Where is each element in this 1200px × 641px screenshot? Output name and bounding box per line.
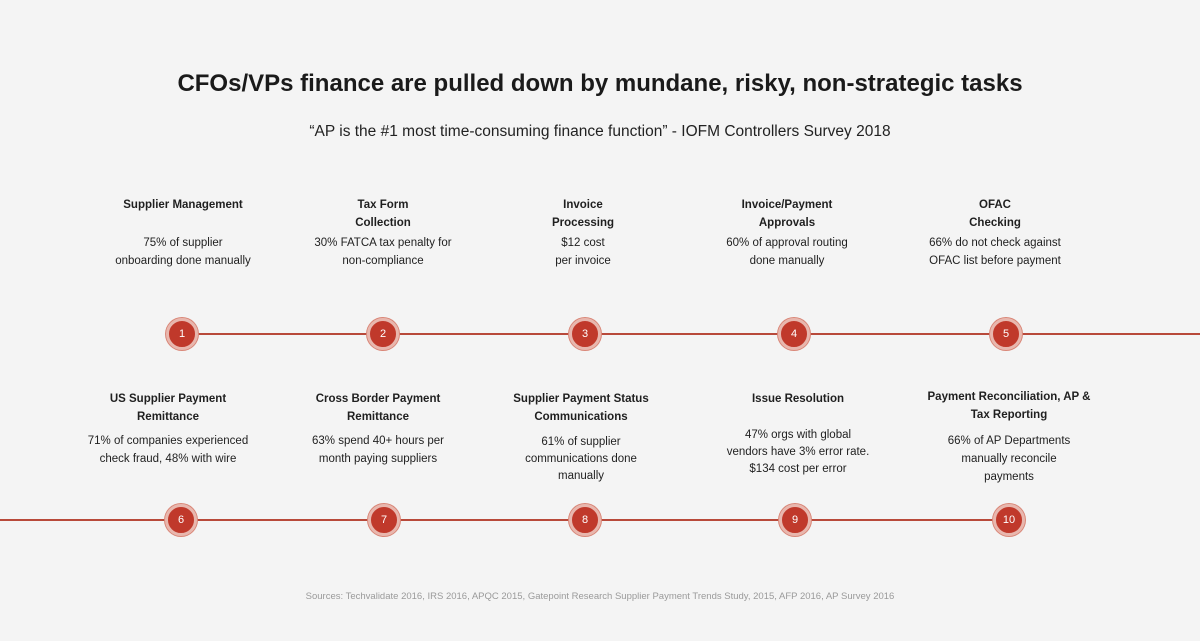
sources-footnote: Sources: Techvalidate 2016, IRS 2016, AP… — [305, 591, 895, 602]
task-heading: Tax Form Collection — [355, 199, 411, 229]
task-item-us-supplier-payment-remittance: US Supplier Payment Remittance 71% of co… — [68, 390, 268, 468]
task-heading: Payment Reconciliation, AP & Tax Reporti… — [927, 391, 1091, 421]
task-statistic: 30% FATCA tax penalty for non-compliance — [314, 237, 452, 267]
step-marker-1: 1 — [166, 318, 198, 350]
step-marker-5: 5 — [990, 318, 1022, 350]
task-heading: Supplier Management — [123, 199, 243, 211]
step-marker-8: 8 — [569, 504, 601, 536]
step-marker-7: 7 — [368, 504, 400, 536]
task-item-supplier-management: Supplier Management 75% of supplier onbo… — [88, 196, 278, 270]
task-heading: Issue Resolution — [751, 393, 845, 405]
task-item-cross-border-payment-remittance: Cross Border Payment Remittance 63% spen… — [283, 390, 473, 468]
timeline-line-bottom — [0, 519, 1010, 521]
task-statistic: 71% of companies experienced check fraud… — [87, 435, 249, 465]
step-marker-3: 3 — [569, 318, 601, 350]
step-marker-6: 6 — [165, 504, 197, 536]
survey-quote: “AP is the #1 most time-consuming financ… — [309, 123, 891, 140]
task-heading: Supplier Payment Status Communications — [513, 393, 649, 423]
task-statistic: 75% of supplier onboarding done manually — [115, 237, 251, 267]
step-marker-4: 4 — [778, 318, 810, 350]
task-heading: Invoice Processing — [552, 199, 614, 229]
task-item-tax-form-collection: Tax Form Collection 30% FATCA tax penalt… — [288, 196, 478, 270]
task-statistic: 66% of AP Departments manually reconcile… — [947, 435, 1071, 483]
timeline-line-top — [168, 333, 1200, 335]
task-item-supplier-payment-status: Supplier Payment Status Communications 6… — [486, 390, 676, 485]
task-statistic: 47% orgs with global vendors have 3% err… — [726, 429, 870, 475]
task-item-ofac-checking: OFAC Checking 66% do not check against O… — [900, 196, 1090, 270]
task-statistic: $12 cost per invoice — [555, 237, 611, 267]
task-item-issue-resolution: Issue Resolution 47% orgs with global ve… — [703, 390, 893, 478]
task-heading: Cross Border Payment Remittance — [315, 393, 441, 423]
task-statistic: 60% of approval routing done manually — [726, 237, 848, 267]
task-statistic: 63% spend 40+ hours per month paying sup… — [311, 435, 445, 465]
step-marker-10: 10 — [993, 504, 1025, 536]
task-statistic: 66% do not check against OFAC list befor… — [929, 237, 1061, 267]
task-heading: OFAC Checking — [969, 199, 1021, 229]
page-title: CFOs/VPs finance are pulled down by mund… — [177, 70, 1023, 97]
task-statistic: 61% of supplier communications done manu… — [525, 436, 637, 482]
task-heading: US Supplier Payment Remittance — [109, 393, 227, 423]
task-item-invoice-payment-approvals: Invoice/Payment Approvals 60% of approva… — [692, 196, 882, 270]
task-item-payment-reconciliation: Payment Reconciliation, AP & Tax Reporti… — [909, 388, 1109, 486]
task-heading: Invoice/Payment Approvals — [741, 199, 833, 229]
step-marker-2: 2 — [367, 318, 399, 350]
task-item-invoice-processing: Invoice Processing $12 cost per invoice — [488, 196, 678, 270]
step-marker-9: 9 — [779, 504, 811, 536]
